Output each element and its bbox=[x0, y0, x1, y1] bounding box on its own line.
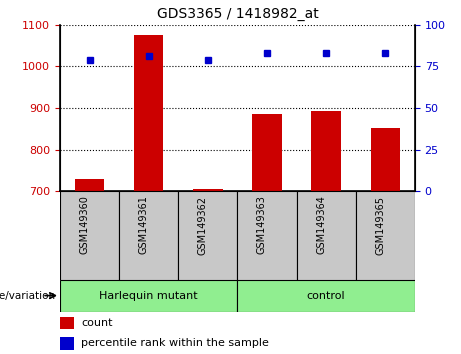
Text: GSM149360: GSM149360 bbox=[79, 196, 89, 255]
Text: control: control bbox=[307, 291, 345, 301]
Bar bbox=[252, 114, 282, 191]
Text: genotype/variation: genotype/variation bbox=[0, 291, 55, 301]
Bar bbox=[371, 127, 400, 191]
Text: GSM149362: GSM149362 bbox=[198, 196, 208, 255]
Text: count: count bbox=[81, 318, 113, 328]
Bar bbox=[134, 35, 164, 191]
Text: GSM149361: GSM149361 bbox=[139, 196, 148, 255]
Bar bbox=[75, 179, 104, 191]
Bar bbox=[237, 280, 415, 312]
Text: GSM149364: GSM149364 bbox=[316, 196, 326, 255]
Bar bbox=[60, 280, 237, 312]
Bar bbox=[60, 191, 119, 280]
Bar bbox=[119, 191, 178, 280]
Bar bbox=[356, 191, 415, 280]
Title: GDS3365 / 1418982_at: GDS3365 / 1418982_at bbox=[157, 7, 318, 21]
Bar bbox=[193, 189, 223, 191]
Text: GSM149365: GSM149365 bbox=[375, 196, 385, 255]
Bar bbox=[311, 111, 341, 191]
Bar bbox=[178, 191, 237, 280]
Bar bbox=[296, 191, 356, 280]
Text: percentile rank within the sample: percentile rank within the sample bbox=[81, 338, 269, 348]
Text: GSM149363: GSM149363 bbox=[257, 196, 267, 255]
Bar bbox=[60, 316, 74, 329]
Bar bbox=[237, 191, 296, 280]
Text: Harlequin mutant: Harlequin mutant bbox=[100, 291, 198, 301]
Bar bbox=[60, 337, 74, 350]
